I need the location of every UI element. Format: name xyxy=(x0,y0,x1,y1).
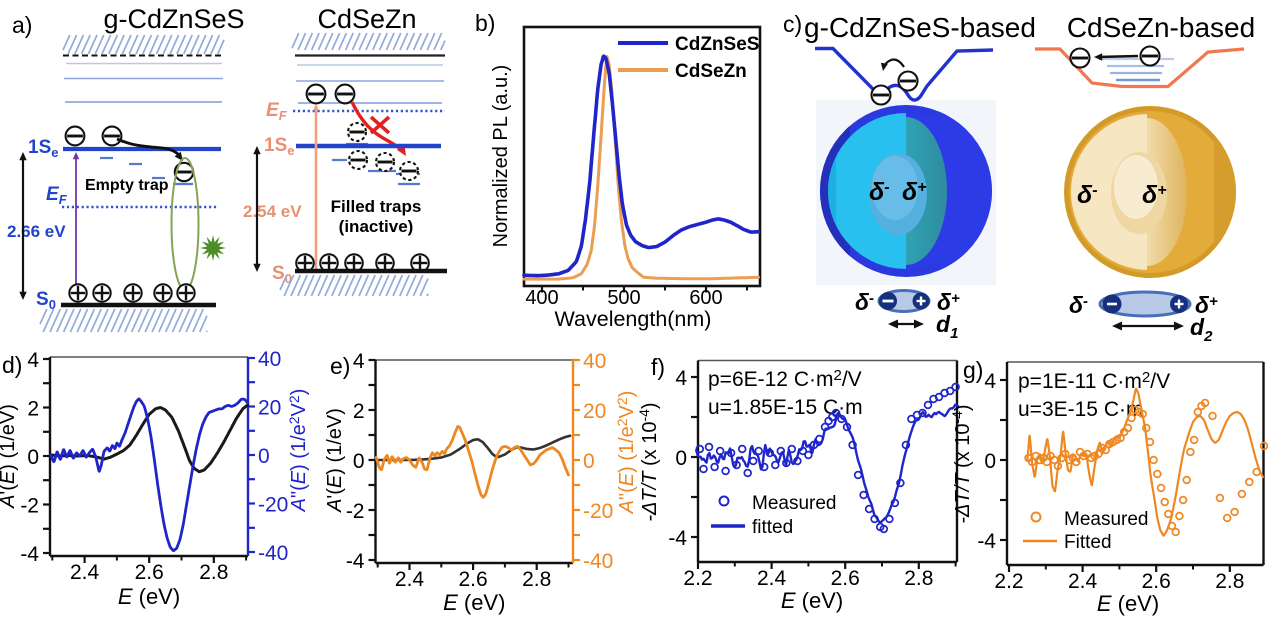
svg-text:g): g) xyxy=(963,357,983,383)
svg-text:E (eV): E (eV) xyxy=(443,590,505,615)
svg-text:f): f) xyxy=(651,354,665,380)
svg-text:2: 2 xyxy=(353,400,365,423)
svg-text:E (eV): E (eV) xyxy=(118,584,180,609)
svg-text:2.66 eV: 2.66 eV xyxy=(7,222,66,241)
svg-text:-4: -4 xyxy=(668,527,687,550)
svg-text:CdSeZn: CdSeZn xyxy=(675,61,747,82)
svg-text:A'(E) (1/eV): A'(E) (1/eV) xyxy=(324,408,346,513)
svg-text:0: 0 xyxy=(353,450,365,473)
svg-text:500: 500 xyxy=(607,287,640,309)
svg-text:A'(E) (1/eV): A'(E) (1/eV) xyxy=(0,404,19,509)
svg-text:-20: -20 xyxy=(583,500,613,523)
svg-text:2.4: 2.4 xyxy=(1068,570,1098,593)
svg-text:40: 40 xyxy=(583,350,606,373)
svg-text:-ΔT/T (x 10-4): -ΔT/T (x 10-4) xyxy=(636,402,661,521)
svg-text:d): d) xyxy=(2,352,22,378)
svg-text:-20: -20 xyxy=(258,494,288,517)
svg-text:2.2: 2.2 xyxy=(683,567,712,590)
svg-text:400: 400 xyxy=(525,287,558,309)
svg-text:b): b) xyxy=(475,10,495,36)
svg-text:0: 0 xyxy=(675,447,687,470)
svg-text:2.8: 2.8 xyxy=(522,568,551,591)
svg-text:E (eV): E (eV) xyxy=(781,588,843,613)
svg-text:600: 600 xyxy=(689,287,722,309)
svg-text:2.6: 2.6 xyxy=(135,561,164,584)
svg-text:2.4: 2.4 xyxy=(395,568,425,591)
svg-text:a): a) xyxy=(12,12,32,38)
svg-text:Fitted: Fitted xyxy=(1064,532,1112,553)
svg-text:0: 0 xyxy=(27,446,39,469)
svg-text:0: 0 xyxy=(583,450,595,473)
svg-text:u=3E-15 C·m: u=3E-15 C·m xyxy=(1018,398,1143,421)
svg-text:4: 4 xyxy=(675,367,687,390)
svg-text:40: 40 xyxy=(258,348,281,371)
svg-text:u=1.85E-15 C·m: u=1.85E-15 C·m xyxy=(708,396,863,419)
svg-text:1Se: 1Se xyxy=(28,137,58,160)
svg-text:CdSeZn: CdSeZn xyxy=(317,4,416,34)
svg-text:fitted: fitted xyxy=(752,517,793,538)
svg-text:Empty trap: Empty trap xyxy=(85,177,169,194)
svg-text:4: 4 xyxy=(984,370,996,393)
svg-text:E (eV): E (eV) xyxy=(1097,591,1159,616)
svg-text:g-CdZnSeS-based: g-CdZnSeS-based xyxy=(804,12,1036,43)
svg-text:Filled traps: Filled traps xyxy=(331,197,422,216)
svg-text:2.8: 2.8 xyxy=(1215,570,1244,593)
svg-text:-2: -2 xyxy=(346,500,365,523)
svg-text:20: 20 xyxy=(583,400,606,423)
svg-text:0: 0 xyxy=(984,450,996,473)
svg-text:1Se: 1Se xyxy=(264,135,294,158)
svg-text:CdSeZn-based: CdSeZn-based xyxy=(1067,12,1255,43)
svg-text:2.4: 2.4 xyxy=(70,561,100,584)
svg-text:0: 0 xyxy=(258,445,270,468)
svg-text:2.54 eV: 2.54 eV xyxy=(243,202,302,221)
svg-text:A"(E) (1/e2V2): A"(E) (1/e2V2) xyxy=(286,389,310,513)
svg-text:Measured: Measured xyxy=(752,493,837,514)
svg-text:Normalized PL (a.u.): Normalized PL (a.u.) xyxy=(490,65,512,248)
svg-text:g-CdZnSeS: g-CdZnSeS xyxy=(103,4,244,34)
svg-text:c): c) xyxy=(783,11,802,37)
svg-text:A"(E) (1/e2V2): A"(E) (1/e2V2) xyxy=(614,391,638,515)
svg-text:4: 4 xyxy=(27,349,39,372)
svg-text:20: 20 xyxy=(258,397,281,420)
svg-text:2.6: 2.6 xyxy=(458,568,487,591)
svg-text:4: 4 xyxy=(353,350,365,373)
svg-text:2.2: 2.2 xyxy=(994,570,1023,593)
svg-text:-40: -40 xyxy=(258,542,288,565)
svg-text:-40: -40 xyxy=(583,550,613,573)
svg-text:2.6: 2.6 xyxy=(831,567,860,590)
svg-text:Measured: Measured xyxy=(1064,509,1149,530)
svg-text:2.6: 2.6 xyxy=(1142,570,1171,593)
svg-text:-ΔT/T (x 10-4): -ΔT/T (x 10-4) xyxy=(949,404,974,523)
svg-text:2.4: 2.4 xyxy=(757,567,787,590)
svg-text:CdZnSeS: CdZnSeS xyxy=(675,34,759,55)
svg-text:-2: -2 xyxy=(20,495,39,518)
svg-text:2.8: 2.8 xyxy=(199,561,228,584)
svg-text:-4: -4 xyxy=(20,543,39,566)
svg-text:-4: -4 xyxy=(346,550,365,573)
svg-text:2: 2 xyxy=(27,398,39,421)
svg-text:(inactive): (inactive) xyxy=(339,217,414,236)
svg-text:2.8: 2.8 xyxy=(904,567,933,590)
svg-text:e): e) xyxy=(330,353,350,379)
svg-text:-4: -4 xyxy=(977,530,996,553)
svg-text:Wavelength(nm): Wavelength(nm) xyxy=(555,307,712,331)
